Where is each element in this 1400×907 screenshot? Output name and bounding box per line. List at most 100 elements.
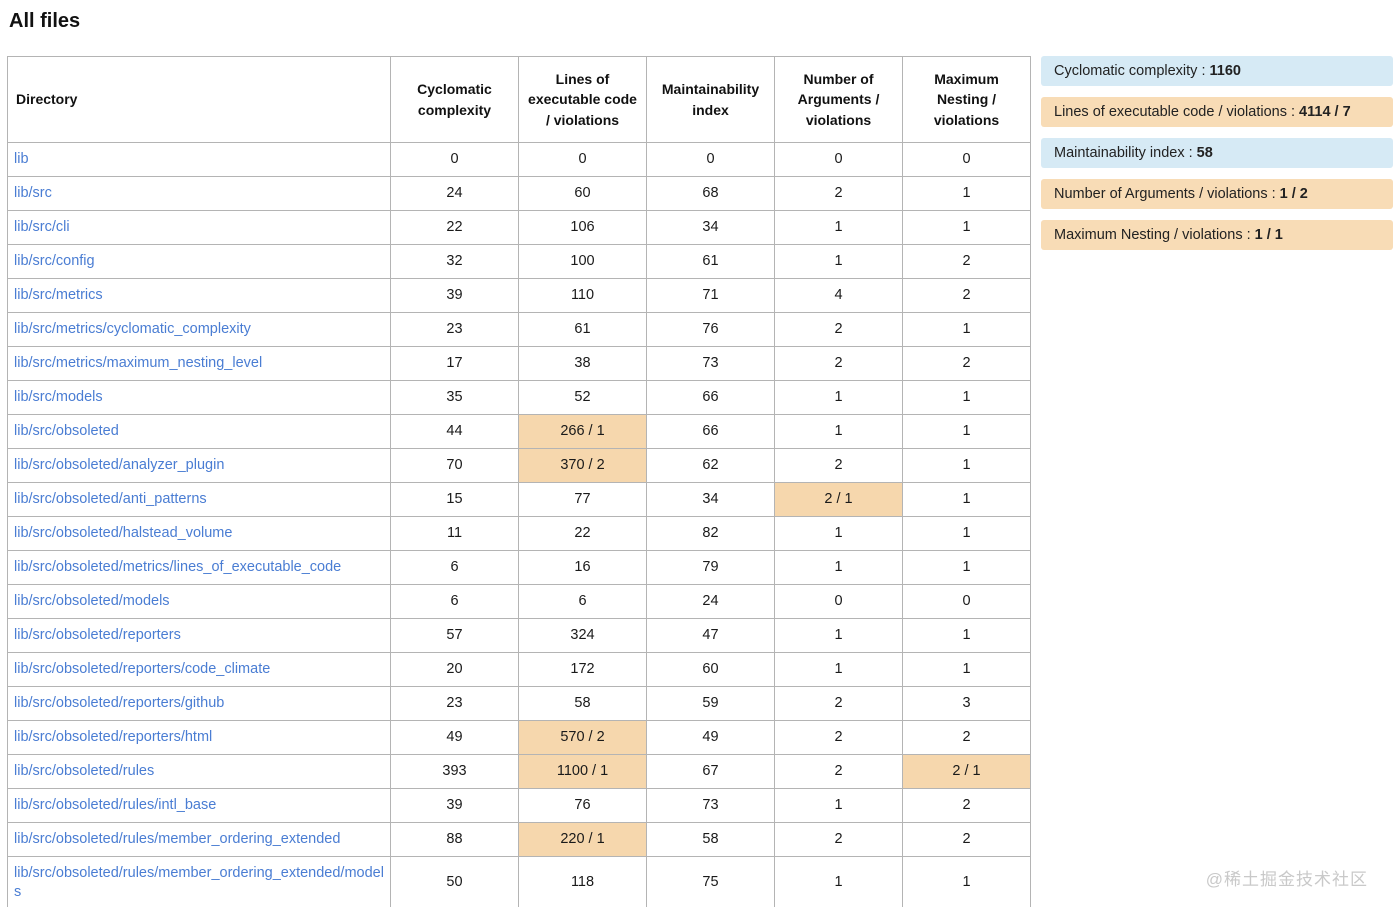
table-row: lib/src/obsoleted/reporters 57 324 47 1 1 — [7, 618, 1031, 653]
directory-cell: lib/src/obsoleted/reporters/github — [7, 686, 391, 721]
metric-cell-violation: 570 / 2 — [518, 720, 647, 755]
metric-cell: 3 — [902, 686, 1031, 721]
metric-cell: 2 — [902, 788, 1031, 823]
directory-link[interactable]: lib/src/obsoleted/anti_patterns — [14, 491, 207, 508]
metric-cell: 2 — [774, 822, 903, 857]
metric-cell: 1 — [774, 652, 903, 687]
table-row: lib/src/obsoleted/metrics/lines_of_execu… — [7, 550, 1031, 585]
metric-cell: 1 — [902, 210, 1031, 245]
directory-link[interactable]: lib/src/obsoleted/rules/member_ordering_… — [14, 865, 384, 900]
metric-cell: 0 — [902, 584, 1031, 619]
metric-cell: 77 — [518, 482, 647, 517]
directory-cell: lib/src/metrics/maximum_nesting_level — [7, 346, 391, 381]
metric-cell: 62 — [646, 448, 775, 483]
directory-cell: lib/src — [7, 176, 391, 211]
directory-link[interactable]: lib/src/obsoleted/models — [14, 593, 170, 610]
metric-cell: 66 — [646, 380, 775, 415]
table-row: lib/src/obsoleted/reporters/code_climate… — [7, 652, 1031, 687]
directory-link[interactable]: lib/src/config — [14, 253, 95, 270]
metric-cell: 22 — [518, 516, 647, 551]
watermark: @稀土掘金技术社区 — [1205, 870, 1368, 889]
directory-link[interactable]: lib — [14, 151, 29, 168]
metric-cell: 76 — [646, 312, 775, 347]
directory-link[interactable]: lib/src/obsoleted/reporters/html — [14, 729, 213, 746]
directory-cell: lib — [7, 142, 391, 177]
metric-cell: 0 — [518, 142, 647, 177]
metric-cell: 2 — [774, 720, 903, 755]
metric-cell: 24 — [646, 584, 775, 619]
metric-cell: 1 — [774, 210, 903, 245]
metric-cell: 50 — [390, 856, 519, 907]
table-row: lib/src/obsoleted/rules/intl_base 39 76 73 1… — [7, 788, 1031, 823]
table-row: lib/src/metrics 39 110 71 4 2 — [7, 278, 1031, 313]
page-title: All files — [9, 10, 81, 32]
table-row: lib/src/obsoleted/halstead_volume 11 22 82 1… — [7, 516, 1031, 551]
metric-cell: 71 — [646, 278, 775, 313]
directory-cell: lib/src/obsoleted/analyzer_plugin — [7, 448, 391, 483]
directory-cell: lib/src/metrics — [7, 278, 391, 313]
directory-cell: lib/src/obsoleted/rules/member_ordering_… — [7, 856, 391, 907]
directory-link[interactable]: lib/src/obsoleted/rules/intl_base — [14, 797, 217, 814]
metric-cell: 1 — [774, 516, 903, 551]
metric-cell: 79 — [646, 550, 775, 585]
metric-cell: 1 — [902, 516, 1031, 551]
badge-value: 1160 — [1209, 63, 1241, 79]
metric-cell: 11 — [390, 516, 519, 551]
metric-cell: 70 — [390, 448, 519, 483]
metric-cell: 76 — [518, 788, 647, 823]
summary-badge-blue: Maintainability index : 58 — [1041, 138, 1393, 168]
metric-cell: 4 — [774, 278, 903, 313]
metric-cell: 100 — [518, 244, 647, 279]
metric-cell: 58 — [518, 686, 647, 721]
directory-link[interactable]: lib/src/obsoleted/reporters/code_climate — [14, 661, 271, 678]
badge-value: 58 — [1196, 145, 1213, 161]
directory-cell: lib/src/models — [7, 380, 391, 415]
metric-cell: 58 — [646, 822, 775, 857]
directory-cell: lib/src/obsoleted/reporters/html — [7, 720, 391, 755]
metric-cell: 60 — [518, 176, 647, 211]
metric-cell-violation: 1100 / 1 — [518, 754, 647, 789]
metric-cell: 1 — [902, 482, 1031, 517]
metric-cell: 23 — [390, 686, 519, 721]
table-row: lib/src/obsoleted/analyzer_plugin 70 370 /… — [7, 448, 1031, 483]
metric-cell: 2 — [774, 176, 903, 211]
directory-link[interactable]: lib/src/obsoleted/analyzer_plugin — [14, 457, 225, 474]
directory-link[interactable]: lib/src/metrics/maximum_nesting_level — [14, 355, 263, 372]
metric-cell: 1 — [902, 380, 1031, 415]
metric-cell: 106 — [518, 210, 647, 245]
directory-link[interactable]: lib/src/obsoleted/reporters/github — [14, 695, 225, 712]
directory-link[interactable]: lib/src/models — [14, 389, 103, 406]
metric-cell: 35 — [390, 380, 519, 415]
table-row: lib/src/obsoleted/rules/member_ordering_… — [7, 822, 1031, 857]
metric-cell: 32 — [390, 244, 519, 279]
directory-cell: lib/src/obsoleted — [7, 414, 391, 449]
directory-cell: lib/src/obsoleted/reporters/code_climate — [7, 652, 391, 687]
directory-link[interactable]: lib/src/obsoleted/halstead_volume — [14, 525, 233, 542]
metric-cell: 73 — [646, 346, 775, 381]
directory-link[interactable]: lib/src/obsoleted/rules — [14, 763, 155, 780]
badge-value: 4114 / 7 — [1299, 104, 1351, 120]
metric-cell: 17 — [390, 346, 519, 381]
metric-cell: 1 — [902, 414, 1031, 449]
directory-link[interactable]: lib/src/cli — [14, 219, 70, 236]
metric-cell: 1 — [902, 856, 1031, 907]
content: Directory Cyclomatic complexity Lines of e… — [7, 56, 1400, 907]
directory-link[interactable]: lib/src/obsoleted/reporters — [14, 627, 181, 644]
metric-cell: 2 — [774, 448, 903, 483]
directory-link[interactable]: lib/src/obsoleted — [14, 423, 119, 440]
directory-link[interactable]: lib/src/obsoleted/metrics/lines_of_execu… — [14, 559, 342, 576]
metric-cell: 118 — [518, 856, 647, 907]
directory-link[interactable]: lib/src — [14, 185, 52, 202]
metric-cell: 39 — [390, 788, 519, 823]
directory-link[interactable]: lib/src/metrics — [14, 287, 103, 304]
metric-cell: 34 — [646, 482, 775, 517]
directory-link[interactable]: lib/src/obsoleted/rules/member_ordering_… — [14, 831, 341, 848]
table-row: lib/src/obsoleted 44 266 / 1 66 1 1 — [7, 414, 1031, 449]
table-row: lib/src/metrics/maximum_nesting_level 17 3… — [7, 346, 1031, 381]
metric-cell: 57 — [390, 618, 519, 653]
table-row: lib/src/models 35 52 66 1 1 — [7, 380, 1031, 415]
metric-cell: 44 — [390, 414, 519, 449]
directory-link[interactable]: lib/src/metrics/cyclomatic_complexity — [14, 321, 251, 338]
table-row: lib/src/config 32 100 61 1 2 — [7, 244, 1031, 279]
metric-cell-violation: 2 / 1 — [902, 754, 1031, 789]
